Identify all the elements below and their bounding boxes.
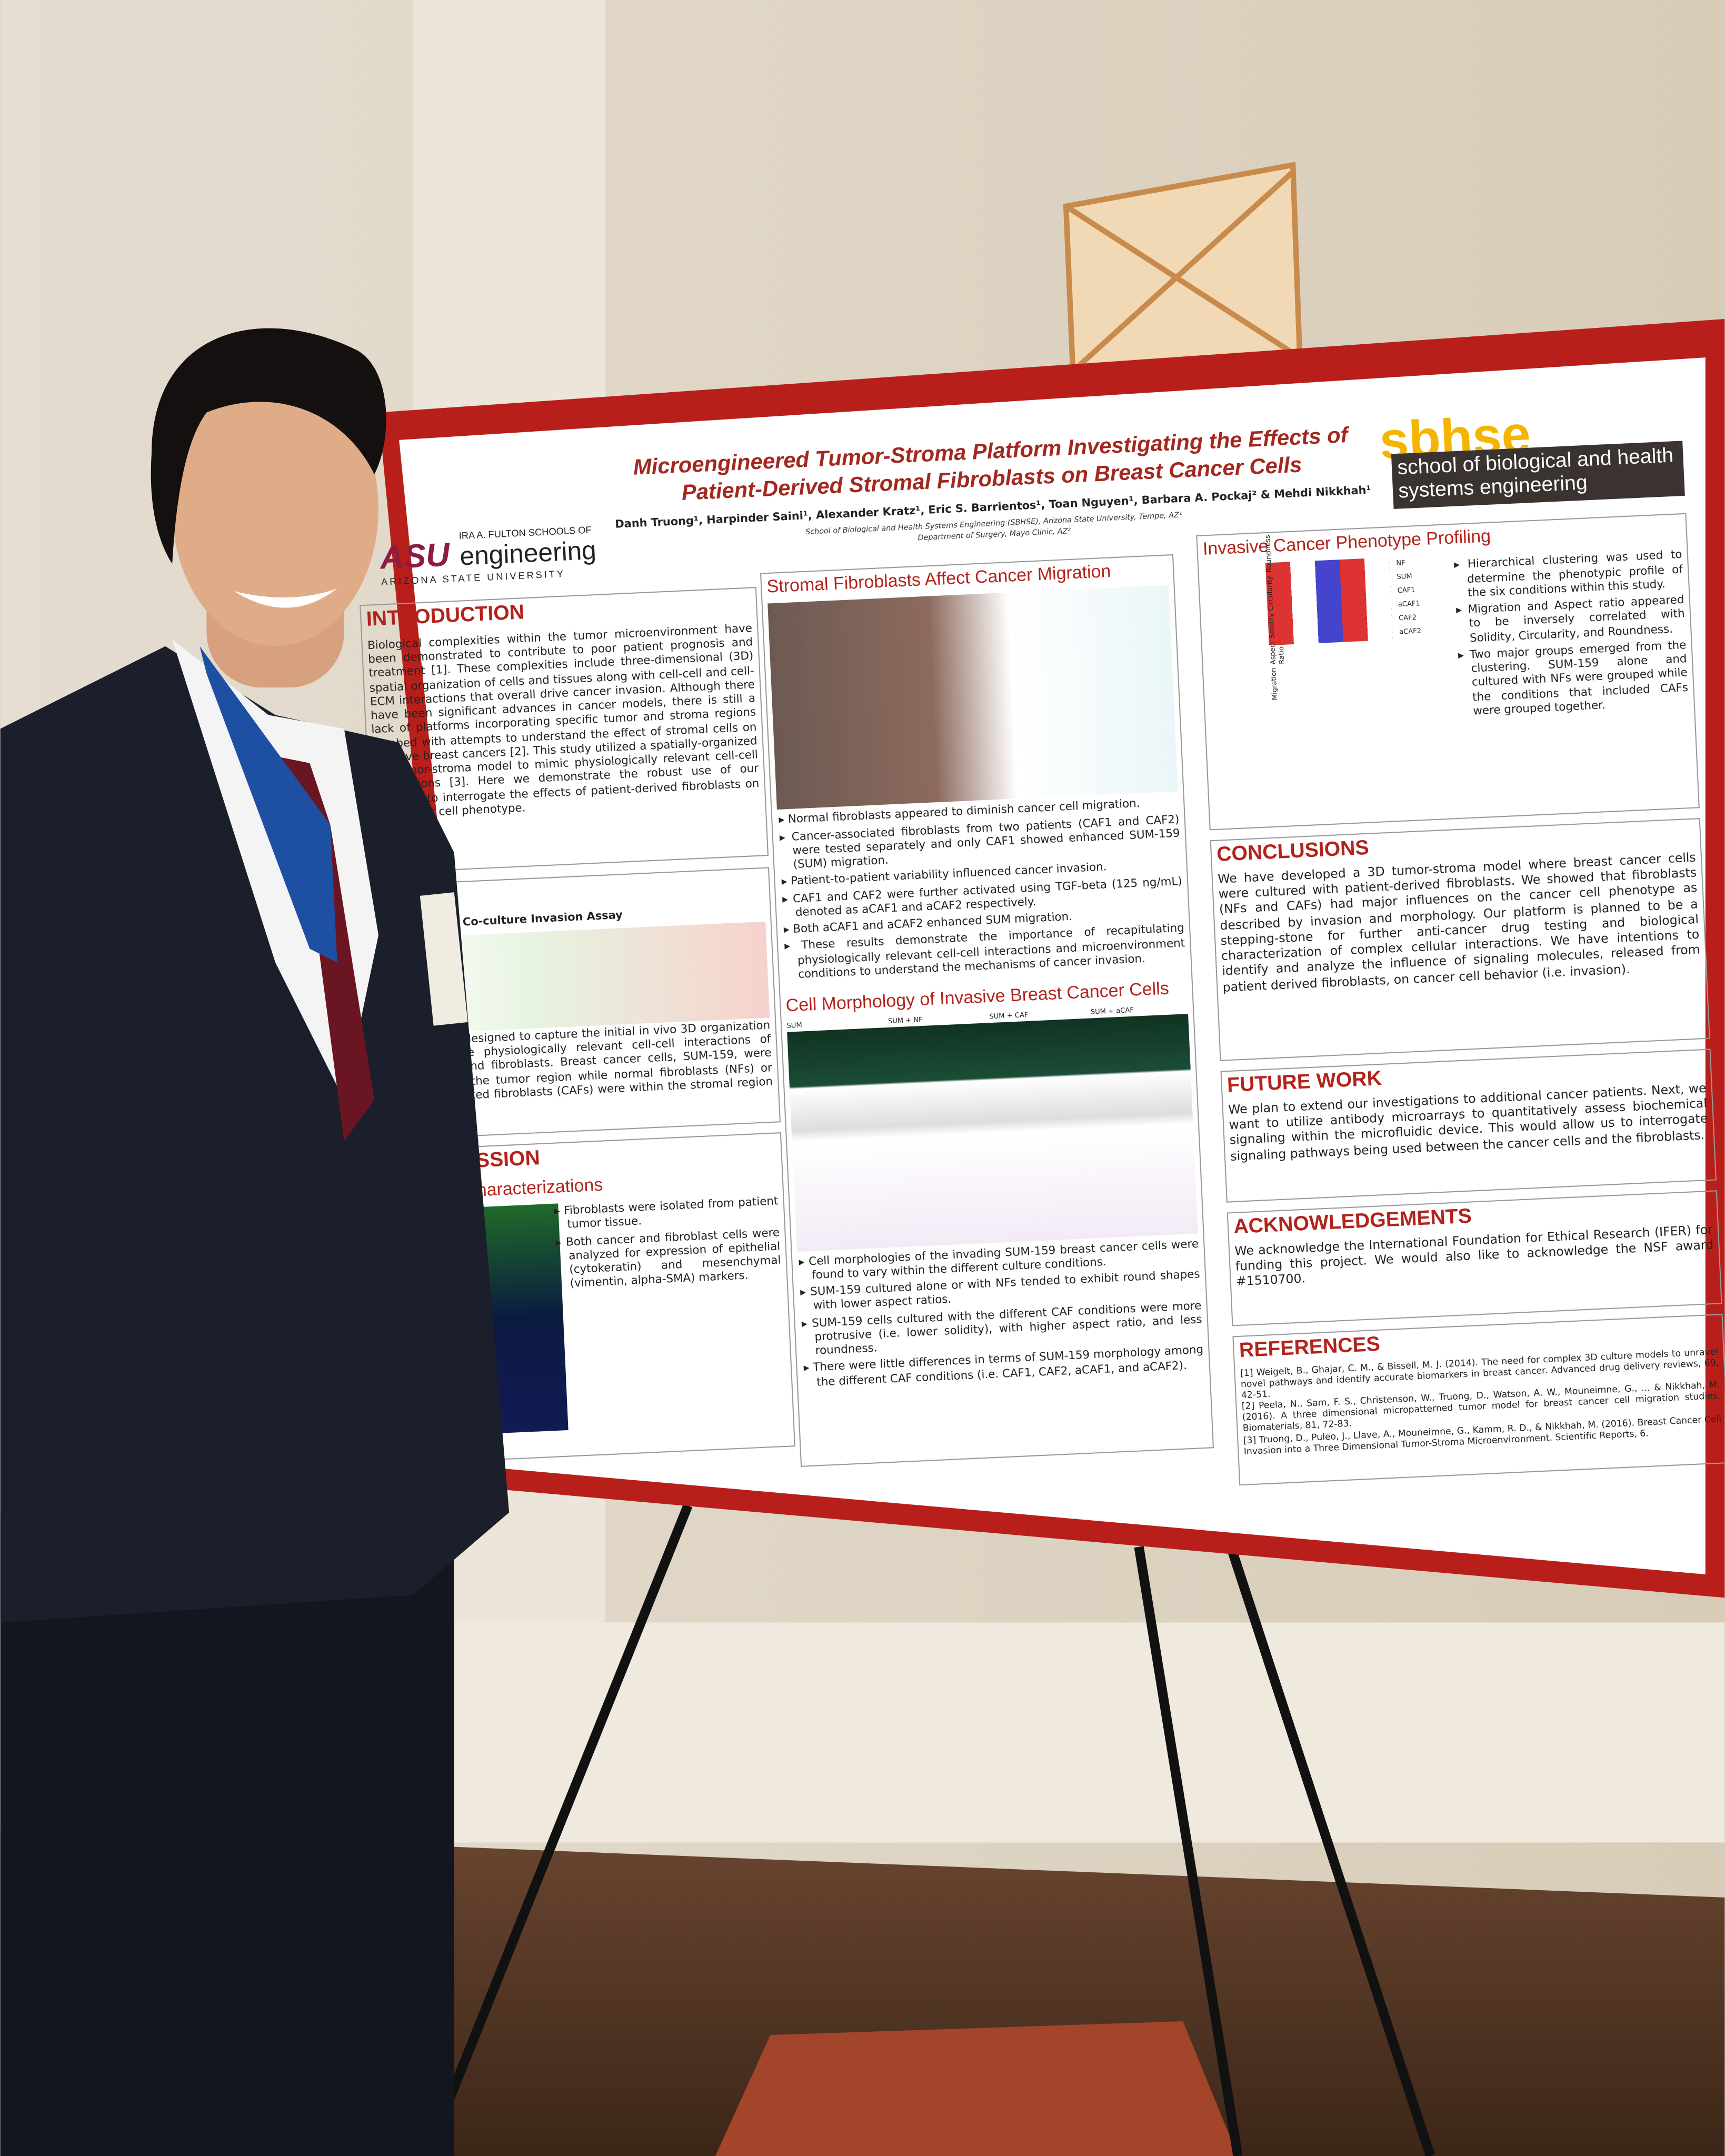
morphology-figure	[787, 1013, 1198, 1251]
bullet: Migration and Aspect ratio appeared to b…	[1468, 592, 1686, 644]
paragraph: We have developed a 3D tumor-stroma mode…	[1217, 851, 1701, 995]
sbhse-banner	[1391, 441, 1685, 509]
heatmap-label: Roundness	[1264, 535, 1274, 574]
migration-morphology: Stromal Fibroblasts Affect Cancer Migrat…	[766, 558, 1208, 1463]
paragraph: Biological complexities within the tumor…	[367, 620, 760, 821]
easel	[422, 1504, 1435, 2156]
migration-figure	[767, 585, 1178, 810]
asu-mark: ASU	[378, 536, 451, 576]
heatmap-label: Solidity	[1268, 613, 1278, 640]
heatmap-rows: NF SUM CAF1 aCAF1 CAF2 aCAF2	[1396, 555, 1444, 637]
bullet: Hierarchical clustering was used to dete…	[1466, 547, 1683, 600]
heatmap-label: aCAF2	[1399, 627, 1422, 637]
heatmap-label: Migration	[1270, 667, 1280, 701]
person	[0, 328, 510, 2156]
phenotype: Invasive Cancer Phenotype ProfilingNFSUM…	[1202, 516, 1693, 826]
references: REFERENCES[1] Weigelt, B., Ghajar, C. M.…	[1239, 1333, 1721, 1458]
bullet: Two major groups emerged from the cluste…	[1469, 637, 1689, 717]
asu-engineering: engineering	[459, 535, 597, 571]
heatmap-label: Aspect Ratio	[1269, 642, 1287, 666]
rug	[715, 2021, 1238, 2156]
heatmap-label: Circularity	[1265, 575, 1276, 612]
